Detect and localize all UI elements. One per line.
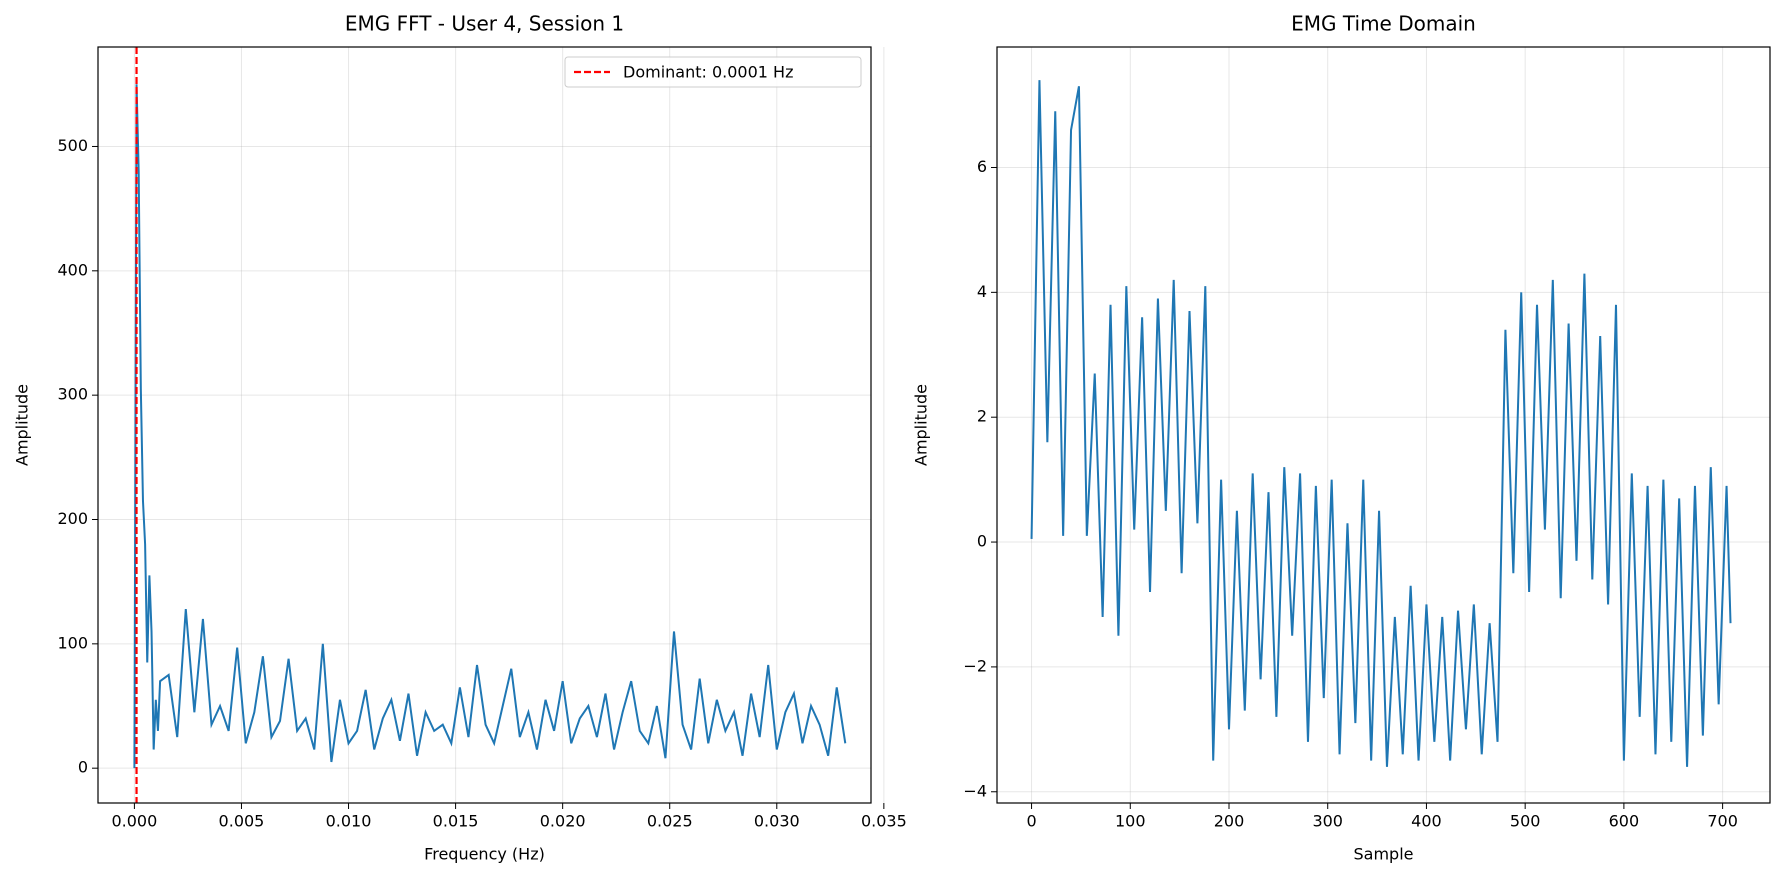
x-tick-label: 0.025	[647, 812, 693, 831]
chart-title: EMG Time Domain	[1291, 12, 1476, 36]
data-line	[1030, 80, 1732, 767]
x-tick-label: 0.020	[540, 812, 586, 831]
x-tick-label: 0.035	[861, 812, 907, 831]
y-tick-label: 2	[977, 407, 987, 426]
axes: 0 100 200 300 400 500 600 700 −4 −2 0 2 4 6 EMG Time D…	[912, 12, 1771, 864]
y-tick-label: 0	[78, 758, 88, 777]
x-tick-label: 400	[1411, 812, 1442, 831]
y-tick-label: 0	[977, 532, 987, 551]
y-tick-label: 4	[977, 282, 987, 301]
y-tick-label: 500	[57, 136, 88, 155]
plot-frame	[996, 46, 1771, 804]
y-tick-label: 300	[57, 385, 88, 404]
y-axis-label: Amplitude	[912, 384, 931, 466]
x-tick-label: 0.030	[754, 812, 800, 831]
x-tick-label: 200	[1214, 812, 1245, 831]
axes: 0.000 0.005 0.010 0.015 0.020 0.025 0.030 0.035…	[13, 12, 907, 864]
y-tick-label: −4	[963, 781, 987, 800]
plot-frame	[97, 46, 872, 804]
y-tick-label: 400	[57, 260, 88, 279]
y-tick-label: 6	[977, 157, 987, 176]
legend-label: Dominant: 0.0001 Hz	[623, 63, 793, 82]
legend: Dominant: 0.0001 Hz	[564, 56, 862, 88]
x-axis-label: Frequency (Hz)	[424, 845, 545, 864]
y-tick-label: 200	[57, 509, 88, 528]
x-tick-label: 0.010	[326, 812, 372, 831]
x-axis-label: Sample	[1354, 845, 1414, 864]
x-tick-label: 0	[1026, 812, 1036, 831]
legend-box	[564, 56, 862, 88]
y-tick-label: 100	[57, 633, 88, 652]
x-tick-label: 700	[1707, 812, 1738, 831]
chart-title: EMG FFT - User 4, Session 1	[345, 12, 624, 36]
x-tick-label: 0.000	[111, 812, 157, 831]
y-axis-label: Amplitude	[13, 384, 32, 466]
data-line	[133, 84, 847, 769]
x-tick-label: 600	[1609, 812, 1640, 831]
x-tick-label: 300	[1312, 812, 1343, 831]
x-tick-label: 100	[1115, 812, 1146, 831]
y-tick-label: −2	[963, 656, 987, 675]
x-tick-label: 0.005	[219, 812, 265, 831]
x-tick-label: 0.015	[433, 812, 479, 831]
x-tick-label: 500	[1510, 812, 1541, 831]
